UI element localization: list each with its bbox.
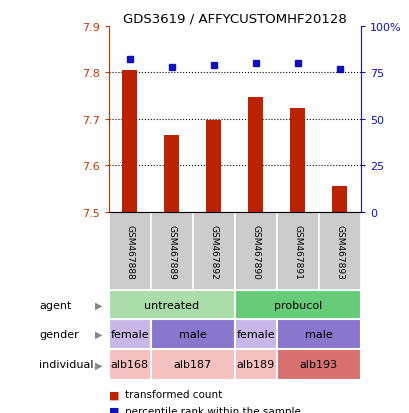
Text: ■: ■ [108, 389, 119, 399]
Text: transformed count: transformed count [125, 389, 222, 399]
Text: GSM467890: GSM467890 [251, 224, 260, 279]
Bar [164, 136, 179, 212]
Bar [234, 320, 276, 349]
Text: GSM467888: GSM467888 [125, 224, 134, 279]
Bar [151, 320, 234, 349]
Text: male: male [178, 329, 206, 339]
Text: female: female [236, 329, 274, 339]
Text: individual: individual [39, 359, 93, 370]
Bar [276, 320, 360, 349]
Text: gender: gender [39, 329, 79, 339]
Title: GDS3619 / AFFYCUSTOMHF20128: GDS3619 / AFFYCUSTOMHF20128 [123, 13, 346, 26]
Text: ▶: ▶ [94, 329, 102, 339]
Bar [108, 212, 151, 290]
Bar [290, 109, 304, 212]
Bar [276, 212, 318, 290]
Bar [108, 349, 151, 380]
Bar [248, 97, 263, 212]
Bar [276, 349, 360, 380]
Text: GSM467893: GSM467893 [335, 224, 344, 279]
Bar [318, 212, 360, 290]
Bar [234, 290, 360, 320]
Text: alb193: alb193 [299, 359, 337, 370]
Text: GSM467892: GSM467892 [209, 224, 218, 279]
Text: ▶: ▶ [94, 300, 102, 310]
Text: female: female [110, 329, 148, 339]
Bar [122, 71, 137, 212]
Bar [108, 320, 151, 349]
Text: ■: ■ [108, 406, 119, 413]
Bar [206, 121, 220, 212]
Bar [151, 212, 192, 290]
Text: ▶: ▶ [94, 359, 102, 370]
Text: alb187: alb187 [173, 359, 211, 370]
Bar [192, 212, 234, 290]
Bar [151, 349, 234, 380]
Bar [234, 349, 276, 380]
Text: untreated: untreated [144, 300, 199, 310]
Bar [332, 187, 346, 212]
Text: percentile rank within the sample: percentile rank within the sample [125, 406, 300, 413]
Text: male: male [304, 329, 332, 339]
Bar [234, 212, 276, 290]
Text: GSM467889: GSM467889 [167, 224, 176, 279]
Text: GSM467891: GSM467891 [292, 224, 301, 279]
Text: alb189: alb189 [236, 359, 274, 370]
Text: probucol: probucol [273, 300, 321, 310]
Bar [108, 290, 234, 320]
Text: agent: agent [39, 300, 71, 310]
Text: alb168: alb168 [110, 359, 148, 370]
